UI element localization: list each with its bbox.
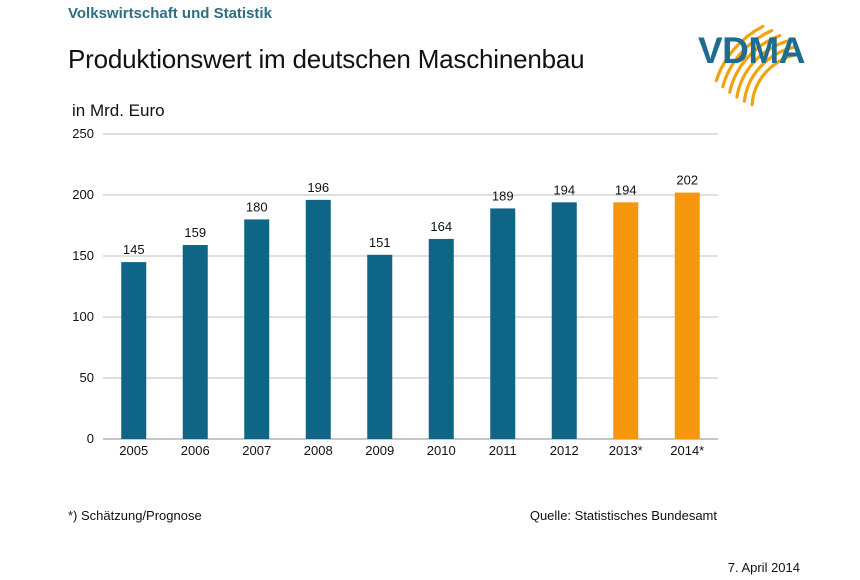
date-label: 7. April 2014 xyxy=(727,560,800,575)
x-tick-label: 2007 xyxy=(242,443,271,458)
footnote: *) Schätzung/Prognose xyxy=(68,508,202,523)
x-tick-label: 2008 xyxy=(304,443,333,458)
bar xyxy=(428,238,454,439)
x-tick-label: 2013* xyxy=(609,443,643,458)
logo-arc xyxy=(750,52,801,107)
bar xyxy=(182,245,208,439)
logo-arc xyxy=(728,34,782,94)
y-tick-label: 150 xyxy=(72,248,94,263)
bar xyxy=(551,202,577,439)
logo-arc xyxy=(742,45,796,103)
vdma-logo-arcs-icon xyxy=(714,24,801,107)
y-tick-label: 50 xyxy=(80,370,94,385)
data-label: 180 xyxy=(246,199,268,214)
bar xyxy=(674,192,700,439)
bar xyxy=(121,262,147,439)
bar xyxy=(244,219,270,439)
data-label: 159 xyxy=(184,225,206,240)
bar xyxy=(305,199,331,439)
x-tick-label: 2006 xyxy=(181,443,210,458)
bar xyxy=(613,202,639,439)
chart-title: Produktionswert im deutschen Maschinenba… xyxy=(68,44,585,74)
data-label: 145 xyxy=(123,242,145,257)
source-note: Quelle: Statistisches Bundesamt xyxy=(529,508,717,523)
x-tick-label: 2011 xyxy=(489,443,517,458)
data-label: 151 xyxy=(369,235,391,250)
data-label: 202 xyxy=(676,173,698,188)
logo-arc xyxy=(735,39,789,99)
y-tick-label: 0 xyxy=(87,431,94,446)
data-label: 194 xyxy=(553,182,575,197)
y-tick-label: 200 xyxy=(72,187,94,202)
section-title: Volkswirtschaft und Statistik xyxy=(68,5,272,22)
x-tick-label: 2005 xyxy=(119,443,148,458)
y-tick-label: 250 xyxy=(72,126,94,141)
data-label: 189 xyxy=(492,188,514,203)
x-tick-label: 2012 xyxy=(550,443,579,458)
x-tick-label: 2009 xyxy=(365,443,394,458)
bar-chart: 0 50 100 150 200 250 145 2005 159 2006 180 2007 196 2… xyxy=(72,126,718,458)
logo-arc xyxy=(721,29,774,89)
logo-arc xyxy=(714,24,765,83)
bar xyxy=(367,254,393,439)
bar xyxy=(490,208,516,439)
vdma-logo: VDMA xyxy=(698,30,805,71)
x-tick-label: 2010 xyxy=(427,443,456,458)
data-label: 164 xyxy=(430,219,452,234)
x-tick-label: 2014* xyxy=(670,443,704,458)
data-label: 196 xyxy=(307,180,329,195)
y-tick-label: 100 xyxy=(72,309,94,324)
y-axis-unit-label: in Mrd. Euro xyxy=(72,101,165,120)
data-label: 194 xyxy=(615,182,637,197)
